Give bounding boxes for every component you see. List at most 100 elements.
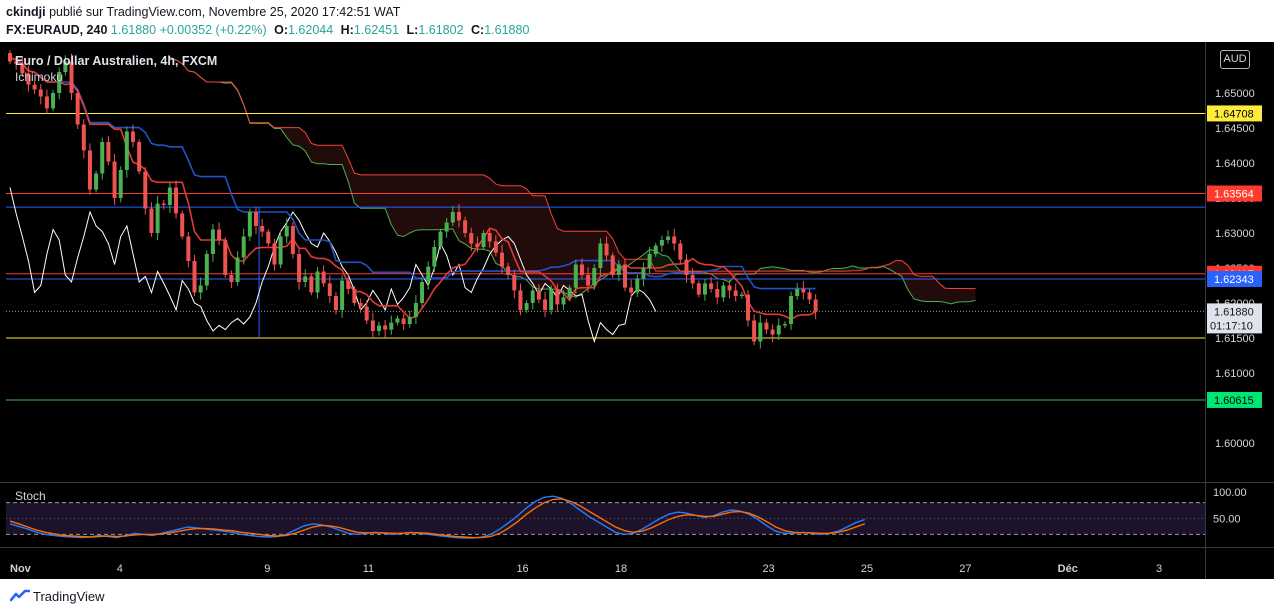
last-price: 1.61880 [110, 23, 157, 37]
price-level-label: 1.64708 [1214, 108, 1254, 120]
price-chart[interactable]: 1.600001.610001.615001.620001.625001.630… [0, 42, 1274, 579]
candle [432, 240, 437, 272]
ichimoku-cloud [169, 56, 976, 305]
candle-body [192, 261, 197, 293]
candle-body [481, 233, 486, 247]
candle [426, 261, 431, 290]
footer-brand[interactable]: TradingView [33, 589, 105, 604]
cloud-segment [920, 276, 927, 302]
candle [106, 135, 111, 166]
candle [131, 124, 135, 148]
candle [278, 230, 283, 269]
cloud-segment [311, 143, 318, 164]
candle-body [659, 240, 664, 246]
candle [782, 321, 787, 329]
candle [155, 195, 160, 240]
candle [174, 180, 179, 219]
stoch-label[interactable]: Stoch [15, 489, 46, 503]
candle [506, 262, 511, 280]
candle-body [530, 290, 535, 303]
price-level-label: 1.63564 [1214, 189, 1254, 201]
candle-body [487, 233, 492, 242]
candle [340, 275, 345, 318]
candle [678, 239, 683, 265]
tradingview-logo-icon[interactable] [10, 589, 30, 603]
candle [69, 53, 74, 100]
candle-body [647, 254, 652, 268]
cloud-segment [766, 266, 773, 272]
cloud-segment [950, 288, 958, 304]
candle [543, 291, 548, 317]
candle [413, 295, 418, 324]
candle [254, 206, 258, 234]
candle-body [118, 170, 123, 198]
currency-button[interactable]: AUD [1220, 50, 1250, 69]
cloud-segment [655, 250, 662, 272]
candle [32, 80, 37, 94]
candle-body [321, 271, 326, 284]
candle-body [198, 285, 203, 293]
candle [579, 258, 584, 279]
candle-body [463, 220, 468, 233]
ichimoku-label[interactable]: Ichimoku [15, 70, 64, 84]
cloud-segment [895, 260, 902, 277]
candle [733, 283, 738, 302]
candle-body [370, 320, 375, 331]
candle-body [260, 226, 265, 232]
chart-title: Euro / Dollar Australien, 4h, FXCM [15, 54, 218, 68]
cloud-segment [335, 145, 343, 165]
candle-body [32, 84, 37, 90]
cloud-segment [286, 127, 293, 145]
time-tick-label: 9 [264, 563, 270, 575]
candle-body [26, 73, 31, 85]
candle [124, 126, 129, 178]
candle-body [149, 208, 154, 233]
time-tick-label: Déc [1058, 563, 1078, 575]
candle [487, 228, 492, 248]
candle-body [543, 299, 548, 310]
candle-body [315, 271, 320, 293]
time-tick-label: 4 [117, 563, 123, 575]
cloud-segment [938, 282, 945, 303]
candle [370, 312, 375, 338]
candle-body [758, 322, 763, 342]
author-name[interactable]: ckindji [6, 5, 46, 19]
candle [315, 267, 320, 299]
candle-body [807, 292, 812, 300]
candle [352, 286, 357, 306]
candle-body [702, 283, 707, 295]
candle-body [604, 243, 609, 256]
last-price-label: 1.61880 [1214, 306, 1254, 318]
time-tick-label: 23 [762, 563, 774, 575]
candle-body [186, 236, 191, 261]
price-scale-border [1205, 42, 1206, 579]
candle [463, 216, 468, 238]
candle-body [87, 150, 92, 190]
candle-body [610, 255, 615, 275]
cloud-segment [305, 132, 312, 163]
candle [450, 205, 455, 227]
price-level-badge [1207, 270, 1262, 287]
candle-body [155, 203, 160, 233]
candle [536, 284, 541, 304]
candle [696, 280, 701, 298]
publish-header: ckindji publié sur TradingView.com, Nove… [0, 0, 1274, 42]
candle [346, 273, 351, 295]
candle [586, 267, 591, 293]
candle-body [616, 264, 621, 275]
candle [8, 50, 12, 65]
cloud-segment [846, 265, 853, 272]
candle-body [432, 247, 437, 267]
candle-body [204, 254, 209, 286]
candle [51, 90, 56, 112]
candle-body [813, 299, 818, 312]
candle-body [573, 264, 578, 288]
candle [63, 55, 68, 76]
ohlc-line: FX:EURAUD, 240 1.61880 +0.00352 (+0.22%)… [6, 23, 529, 37]
candle [524, 300, 529, 313]
cloud-segment [963, 288, 970, 302]
published-text: publié sur TradingView.com, Novembre 25,… [49, 5, 401, 19]
candle [20, 57, 25, 78]
candle [530, 285, 535, 310]
candle-body [672, 236, 677, 244]
